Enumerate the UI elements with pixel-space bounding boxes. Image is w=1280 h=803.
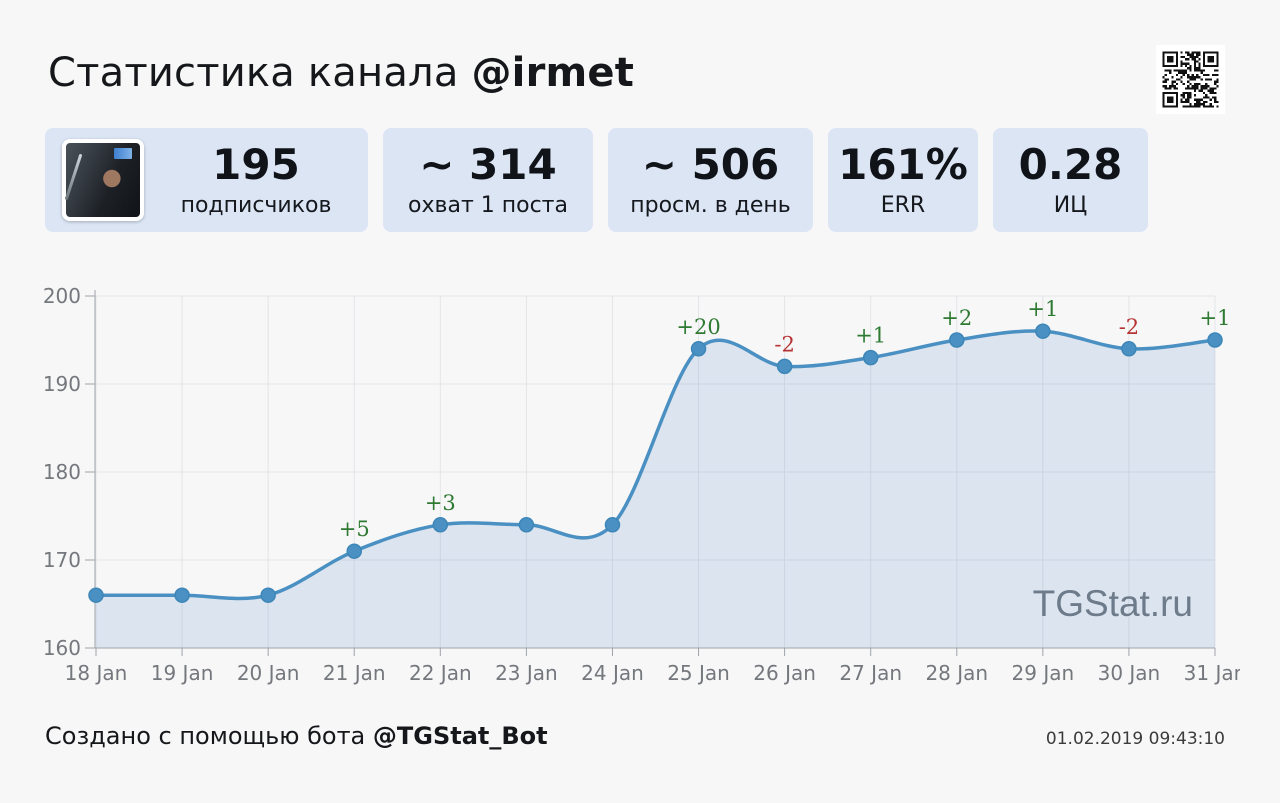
svg-text:160: 160 [43,636,81,660]
svg-text:+20: +20 [676,315,720,339]
footer-credit: Создано с помощью бота @TGStat_Bot [45,722,548,750]
bot-handle: @TGStat_Bot [372,722,548,750]
svg-text:190: 190 [43,372,81,396]
avatar-photo-detail [64,153,83,201]
svg-text:+5: +5 [339,517,370,541]
svg-text:25 Jan: 25 Jan [667,661,730,685]
svg-text:18 Jan: 18 Jan [65,661,128,685]
citation-index-label: ИЦ [1053,192,1088,218]
svg-text:28 Jan: 28 Jan [925,661,988,685]
avatar-photo-detail [114,148,132,159]
svg-text:19 Jan: 19 Jan [151,661,214,685]
qr-code [1156,45,1225,114]
svg-text:24 Jan: 24 Jan [581,661,644,685]
subscribers-chart: 160 170 180 190 200 18 Jan 19 Jan 20 Jan 21 Jan 2… [40,282,1247,692]
svg-text:+1: +1 [855,324,886,348]
page-title: Статистика канала @irmet [48,50,634,96]
svg-text:180: 180 [43,460,81,484]
svg-text:31 Jan: 31 Jan [1184,661,1240,685]
report-timestamp: 01.02.2019 09:43:10 [1045,729,1225,749]
svg-text:26 Jan: 26 Jan [753,661,816,685]
post-reach-value: ~ 314 [419,140,557,190]
citation-index-value: 0.28 [1018,140,1123,190]
svg-text:+3: +3 [425,491,456,515]
post-reach-label: охват 1 поста [408,192,568,218]
svg-text:30 Jan: 30 Jan [1098,661,1161,685]
footer: Создано с помощью бота @TGStat_Bot 01.02… [45,722,1225,750]
svg-text:+1: +1 [1200,306,1231,330]
err-value: 161% [838,140,968,190]
svg-text:27 Jan: 27 Jan [839,661,902,685]
svg-text:21 Jan: 21 Jan [323,661,386,685]
svg-text:-2: -2 [1119,315,1139,339]
stats-cards: 195 подписчиков ~ 314 охват 1 поста ~ 50… [45,128,1148,232]
svg-text:170: 170 [43,548,81,572]
daily-views-value: ~ 506 [641,140,780,190]
svg-text:20 Jan: 20 Jan [237,661,300,685]
subscribers-label: подписчиков [180,192,332,218]
channel-avatar [62,139,144,221]
page-title-prefix: Статистика канала [48,50,472,96]
stat-card-citation-index: 0.28 ИЦ [993,128,1148,232]
stat-card-post-reach: ~ 314 охват 1 поста [383,128,593,232]
svg-text:22 Jan: 22 Jan [409,661,472,685]
stat-card-daily-views: ~ 506 просм. в день [608,128,813,232]
daily-views-label: просм. в день [630,192,791,218]
err-label: ERR [880,192,926,218]
svg-text:23 Jan: 23 Jan [495,661,558,685]
footer-credit-prefix: Создано с помощью бота [45,722,373,750]
svg-text:+1: +1 [1027,297,1058,321]
stat-card-subscribers: 195 подписчиков [45,128,368,232]
svg-text:-2: -2 [774,332,794,356]
svg-text:+2: +2 [941,306,972,330]
svg-text:TGStat.ru: TGStat.ru [1033,583,1193,624]
stat-card-err: 161% ERR [828,128,978,232]
svg-text:29 Jan: 29 Jan [1012,661,1075,685]
subscribers-count: 195 [212,140,300,190]
channel-handle: @irmet [471,50,635,96]
svg-text:200: 200 [43,284,81,308]
